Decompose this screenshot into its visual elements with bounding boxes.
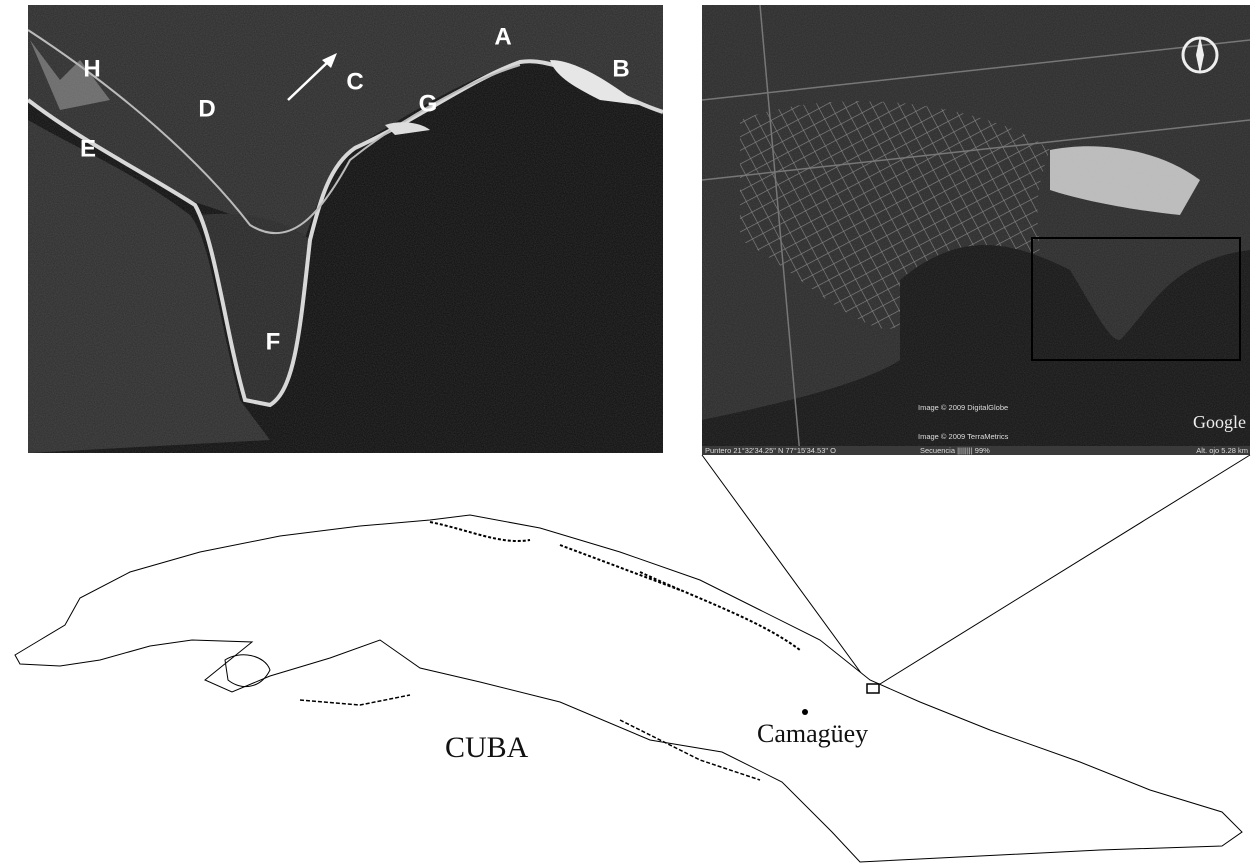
- logo: Google: [1193, 412, 1246, 432]
- site-label: F: [266, 328, 281, 355]
- country-label: CUBA: [445, 731, 529, 764]
- site-label: H: [83, 55, 100, 82]
- site-label: D: [198, 95, 215, 122]
- status-text: Puntero 21°32'34.25" N 77°15'34.53" O: [705, 446, 836, 455]
- status-text: Alt. ojo 5.28 km: [1196, 446, 1248, 455]
- city-label: Camagüey: [757, 719, 868, 748]
- status-text: Secuencia |||||||| 99%: [920, 446, 990, 455]
- connector: [880, 455, 1250, 684]
- overview-map: CUBA Camagüey: [15, 515, 1242, 862]
- site-label: A: [494, 23, 511, 50]
- site-label: E: [80, 135, 96, 162]
- credit: Image © 2009 DigitalGlobe: [918, 403, 1008, 412]
- site-label: G: [419, 90, 438, 117]
- right-satellite-image: Image © 2009 DigitalGlobe Image © 2009 T…: [702, 5, 1250, 455]
- city-marker: [802, 709, 808, 715]
- site-label: C: [346, 68, 363, 95]
- figure: H D C A B G E F Image © 2009 DigitalGlob…: [0, 0, 1252, 867]
- credit: Image © 2009 TerraMetrics: [918, 432, 1009, 441]
- left-satellite-image: H D C A B G E F: [28, 5, 663, 453]
- site-label: B: [612, 55, 629, 82]
